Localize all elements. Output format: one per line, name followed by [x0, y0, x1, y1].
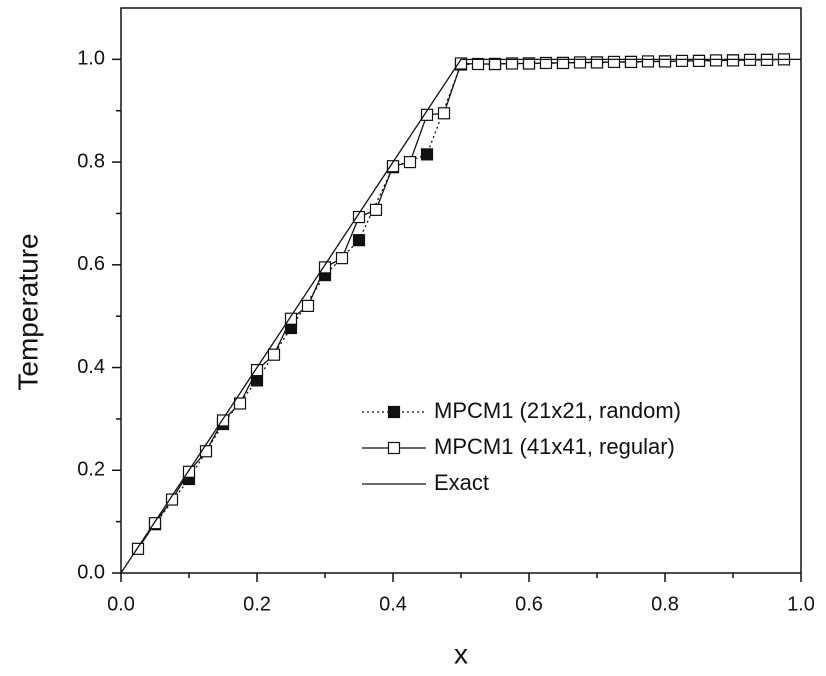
x-tick-label: 0.6 — [515, 593, 543, 615]
marker — [267, 348, 281, 361]
marker — [658, 55, 672, 68]
marker — [471, 57, 485, 71]
y-tick-label: 0.6 — [77, 253, 105, 275]
marker — [709, 54, 723, 67]
marker — [318, 261, 332, 274]
x-tick-label: 0.4 — [379, 593, 407, 615]
legend-label: MPCM1 (21x21, random) — [434, 398, 681, 423]
marker — [352, 210, 366, 224]
legend: MPCM1 (21x21, random) MPCM1 (41x41, regul… — [362, 398, 681, 495]
y-tick-label: 1.0 — [77, 48, 105, 70]
x-tick-label: 0.0 — [107, 593, 135, 615]
marker — [607, 55, 621, 69]
marker — [692, 54, 706, 68]
marker — [556, 56, 570, 70]
marker — [284, 312, 298, 325]
marker — [726, 54, 740, 67]
marker — [454, 57, 468, 70]
marker — [403, 155, 417, 169]
marker — [352, 234, 366, 247]
x-tick-label: 1.0 — [787, 593, 815, 615]
marker — [522, 57, 536, 70]
y-tick-label: 0.0 — [77, 561, 105, 583]
y-tick-label: 0.2 — [77, 459, 105, 481]
legend-label: Exact — [434, 470, 489, 495]
marker — [573, 56, 587, 69]
marker — [369, 203, 383, 216]
marker — [182, 465, 196, 478]
legend-marker — [387, 405, 401, 419]
x-tick-label: 0.8 — [651, 593, 679, 615]
marker — [131, 542, 145, 555]
legend-label: MPCM1 (41x41, regular) — [434, 434, 675, 459]
marker — [539, 56, 553, 70]
marker — [233, 397, 247, 410]
marker — [165, 493, 179, 506]
marker — [675, 54, 689, 68]
marker — [488, 57, 502, 71]
marker — [420, 148, 434, 161]
y-tick-label: 0.4 — [77, 356, 105, 378]
legend-marker — [387, 441, 401, 455]
marker — [437, 107, 451, 120]
x-tick-label: 0.2 — [243, 593, 271, 615]
marker — [148, 517, 162, 530]
marker — [301, 299, 315, 313]
y-axis-title: Temperature — [12, 233, 43, 390]
marker — [624, 55, 638, 69]
series-line — [120, 58, 801, 574]
y-tick-label: 0.8 — [77, 150, 105, 172]
marker — [590, 56, 604, 69]
marker — [641, 55, 655, 68]
x-axis-title: x — [454, 638, 468, 669]
marker — [505, 57, 519, 70]
marker — [335, 252, 349, 265]
marker — [216, 414, 230, 427]
marker — [420, 108, 434, 121]
marker — [250, 364, 264, 377]
marker — [386, 160, 400, 173]
